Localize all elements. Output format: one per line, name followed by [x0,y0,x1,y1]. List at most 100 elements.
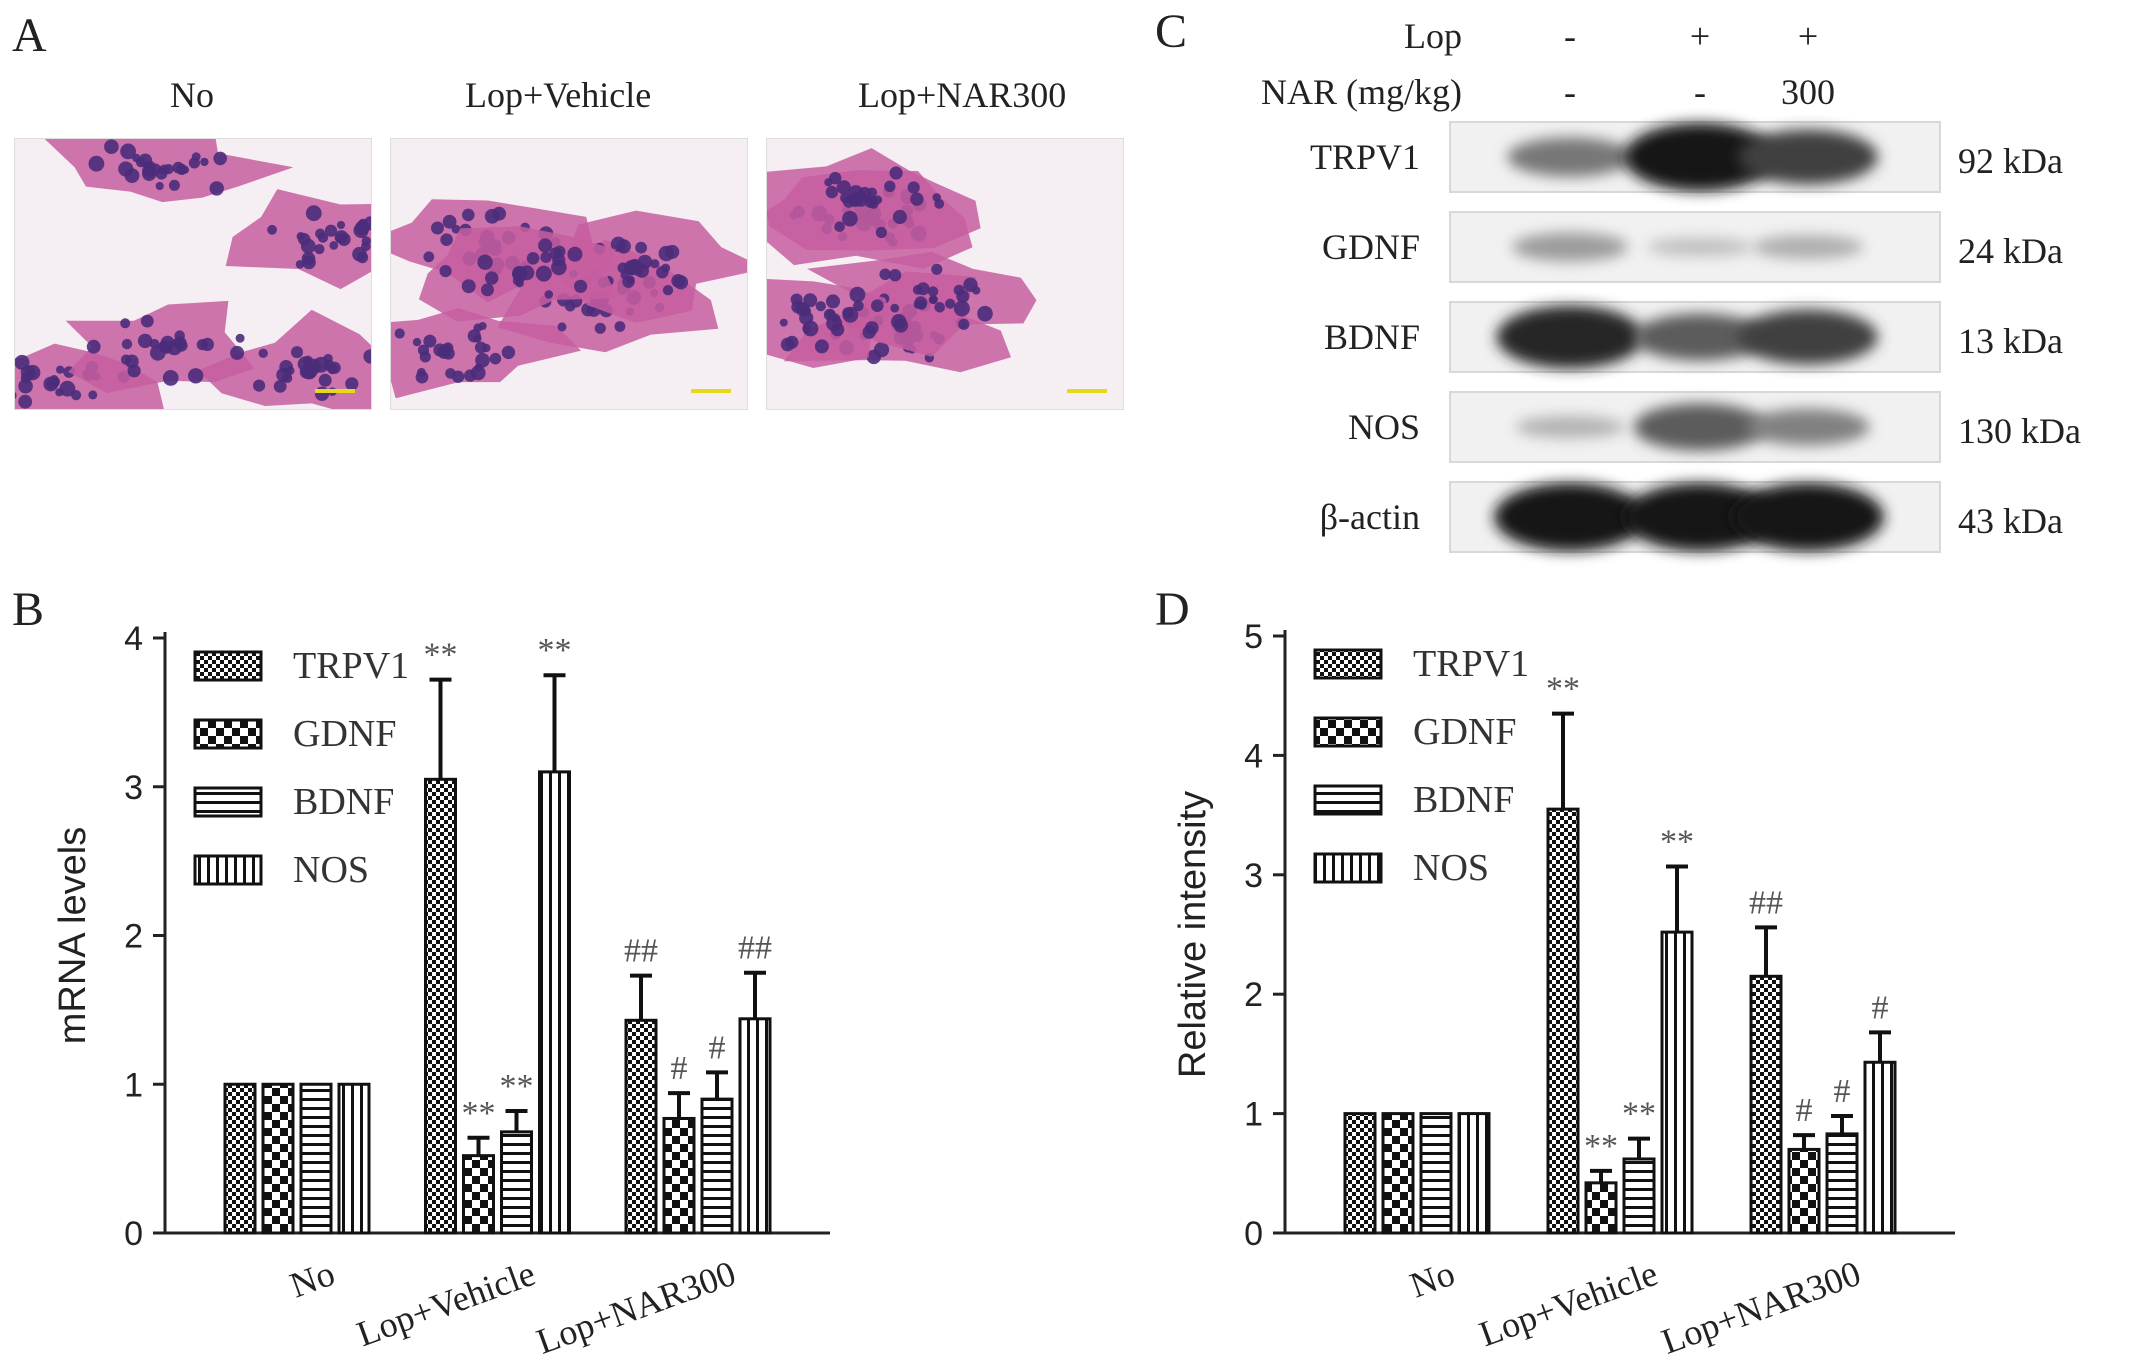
y-tick-label: 3 [1244,857,1263,895]
crypt [826,315,843,332]
crypt [673,275,689,290]
crypt [127,364,141,378]
blot-band [1507,137,1633,177]
crypt [553,245,566,258]
scale-bar [1067,389,1107,393]
crypt [814,339,829,354]
legend-swatch-bdnf [1313,784,1383,816]
crypt [282,373,293,383]
y-tick-label: 0 [1244,1215,1263,1253]
crypt [977,305,993,322]
crypt [15,391,17,400]
condition-value: - [1694,72,1706,112]
crypt [538,238,553,253]
protein-label: β-actin [1320,497,1420,537]
crypt [932,193,941,202]
crypt [866,349,881,365]
blot-band [1732,483,1884,551]
crypt [635,241,647,254]
legend-swatch-gdnf [1313,716,1383,748]
crypt [953,300,970,317]
molecular-weight-label: 43 kDa [1958,501,2063,541]
crypt [779,318,788,327]
crypt [665,244,680,259]
crypt [423,251,435,263]
crypt [853,300,864,312]
significance-mark: ** [538,632,572,669]
crypt [884,180,896,192]
panel-letter-b: B [12,583,45,636]
crypt [104,139,119,154]
crypt [780,337,795,352]
crypt [18,394,33,409]
crypt [834,221,845,232]
legend-label-nos: NOS [1413,847,1489,889]
crypt [86,339,101,354]
significance-mark: # [1796,1092,1813,1129]
crypt [914,296,928,310]
blot-row-TRPV1: TRPV1 92 kDa [1310,121,2063,193]
crypt [567,246,583,262]
crypt [836,180,851,195]
crypt [142,163,156,178]
condition-label: Lop [1404,16,1462,56]
crypt [318,373,332,387]
crypt [315,228,326,239]
crypt [138,153,153,168]
x-category-label: No [285,1253,340,1306]
crypt [273,380,287,393]
histology-image-no [14,138,372,410]
crypt [889,166,903,180]
crypt [461,279,476,294]
crypt [802,324,812,334]
crypt [140,314,154,328]
bar-d-bdnf-1 [1622,1157,1656,1235]
crypt [302,255,316,270]
bar-b-nos-0 [337,1082,371,1235]
bar-b-bdnf-0 [299,1082,333,1235]
crypt [840,192,851,204]
x-category-label: Lop+NAR300 [1656,1253,1865,1362]
crypt [267,224,277,235]
histology-title-no: No [170,75,214,115]
crypt [124,168,140,183]
blot-band [1738,129,1878,185]
crypt [888,269,902,282]
histology-title-vehicle: Lop+Vehicle [465,75,652,115]
x-category-label: Lop+Vehicle [1474,1253,1663,1354]
crypt [329,241,339,250]
crypt [431,221,444,235]
crypt [168,179,180,191]
crypt [489,352,502,365]
crypt [328,361,341,374]
legend-label-nos: NOS [293,849,369,891]
crypt [912,284,923,295]
crypt [907,181,920,194]
crypt [120,143,136,160]
x-category-label: Lop+Vehicle [352,1253,541,1354]
crypt [632,265,643,276]
crypt [474,341,487,354]
mucosal-fold [44,139,294,203]
histology-image-nar300 [766,138,1124,410]
chart-d: 0 1 2 3 4 5 Relative intensity ** ## ** # ** # ** # No L… [1172,618,1955,1362]
significance-mark: ** [424,637,458,674]
crypt [535,265,552,282]
crypt [59,380,76,397]
legend-label-gdnf: GDNF [293,713,396,755]
crypt [120,318,131,329]
significance-mark: ** [462,1095,496,1132]
crypt [927,286,939,297]
crypt [423,334,437,348]
legend-swatch-bdnf [193,786,263,818]
mucosal-fold [198,309,371,409]
mucosal-fold [418,226,618,322]
crypt [464,369,477,382]
crypt [462,208,475,222]
crypt [865,321,879,335]
crypt [544,290,554,299]
legend-swatch-trpv1 [193,650,263,682]
x-category-label: Lop+NAR300 [531,1253,740,1362]
bar-b-trpv1-0 [223,1082,257,1235]
blot-band [1752,235,1864,259]
